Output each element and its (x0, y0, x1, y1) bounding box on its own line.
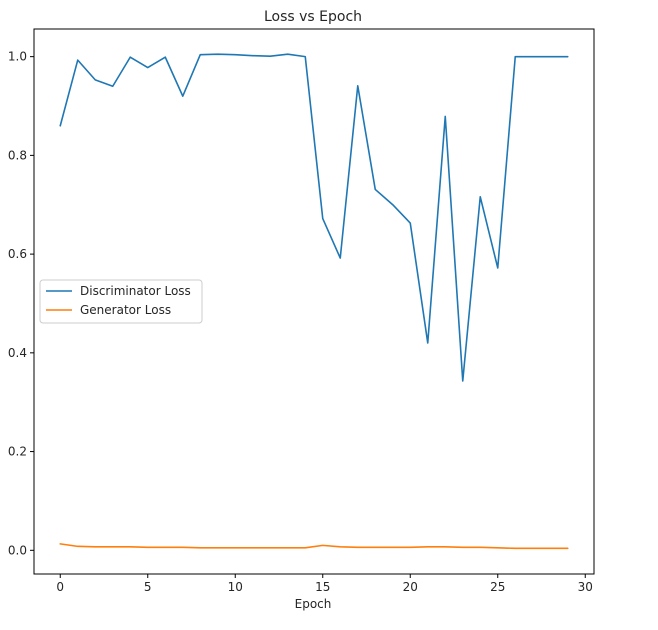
plot-frame (33, 28, 595, 575)
x-tick-label: 25 (490, 580, 505, 594)
x-tick-label: 15 (315, 580, 330, 594)
y-tick-label: 0.0 (8, 543, 27, 557)
x-tick-label: 0 (56, 580, 64, 594)
legend-box (39, 279, 203, 324)
legend-label: Discriminator Loss (80, 284, 191, 298)
y-tick-label: 0.2 (8, 445, 27, 459)
y-tick-label: 0.6 (8, 247, 27, 261)
plot-lines (59, 53, 569, 550)
legend-label: Generator Loss (80, 303, 171, 317)
y-tick-label: 0.8 (8, 148, 27, 162)
y-tick-label: 0.4 (8, 346, 27, 360)
series-line-1 (59, 543, 569, 550)
series-line-0 (59, 53, 569, 382)
chart-title: Loss vs Epoch (264, 9, 362, 25)
y-tick-label: 1.0 (8, 50, 27, 64)
y-axis: 0.0 0.2 0.4 0.6 0.8 1.0 (8, 50, 34, 557)
x-tick-label: 10 (228, 580, 243, 594)
x-axis-label: Epoch (295, 597, 332, 611)
x-tick-label: 30 (578, 580, 593, 594)
x-tick-label: 20 (403, 580, 418, 594)
x-axis: 0 5 10 15 20 25 30 (56, 574, 593, 594)
legend: Discriminator Loss Generator Loss (39, 279, 203, 324)
x-tick-label: 5 (144, 580, 152, 594)
